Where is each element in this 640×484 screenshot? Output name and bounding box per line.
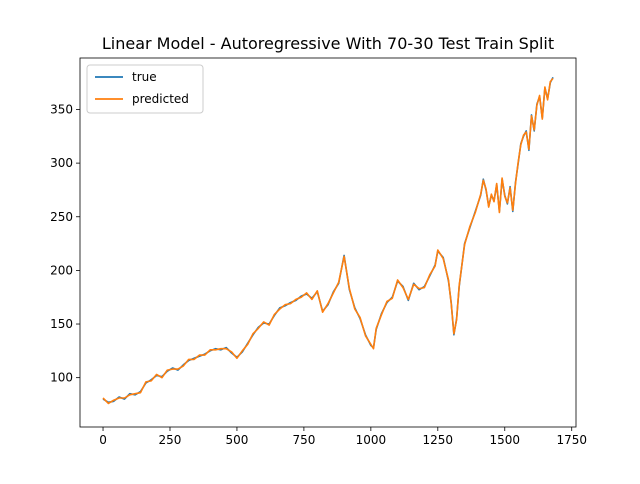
x-tick-label: 1750	[556, 433, 587, 447]
x-tick-label: 500	[225, 433, 248, 447]
y-tick-label: 200	[50, 263, 73, 277]
y-tick-label: 250	[50, 210, 73, 224]
chart-legend: true predicted	[86, 64, 204, 114]
legend-label-predicted: predicted	[132, 92, 189, 106]
series-line-true	[102, 76, 554, 404]
y-tick-label: 100	[50, 371, 73, 385]
y-tick-label: 350	[50, 102, 73, 116]
x-tick-label: 750	[292, 433, 315, 447]
plot-frame	[79, 57, 577, 428]
y-tick-label: 300	[50, 156, 73, 170]
legend-label-true: true	[132, 70, 157, 84]
x-tick-label: 1250	[423, 433, 454, 447]
plot-area	[102, 76, 554, 405]
x-tick-label: 1500	[489, 433, 520, 447]
x-tick-label: 1000	[356, 433, 387, 447]
series-line-predicted	[102, 77, 554, 405]
y-tick-label: 150	[50, 317, 73, 331]
x-tick-label: 0	[99, 433, 107, 447]
axes: 0 250 500 750 1000 1250 1500 1750 100 150 200 250 30…	[50, 57, 587, 447]
x-tick-label: 250	[159, 433, 182, 447]
chart-title: Linear Model - Autoregressive With 70-30…	[102, 34, 554, 53]
